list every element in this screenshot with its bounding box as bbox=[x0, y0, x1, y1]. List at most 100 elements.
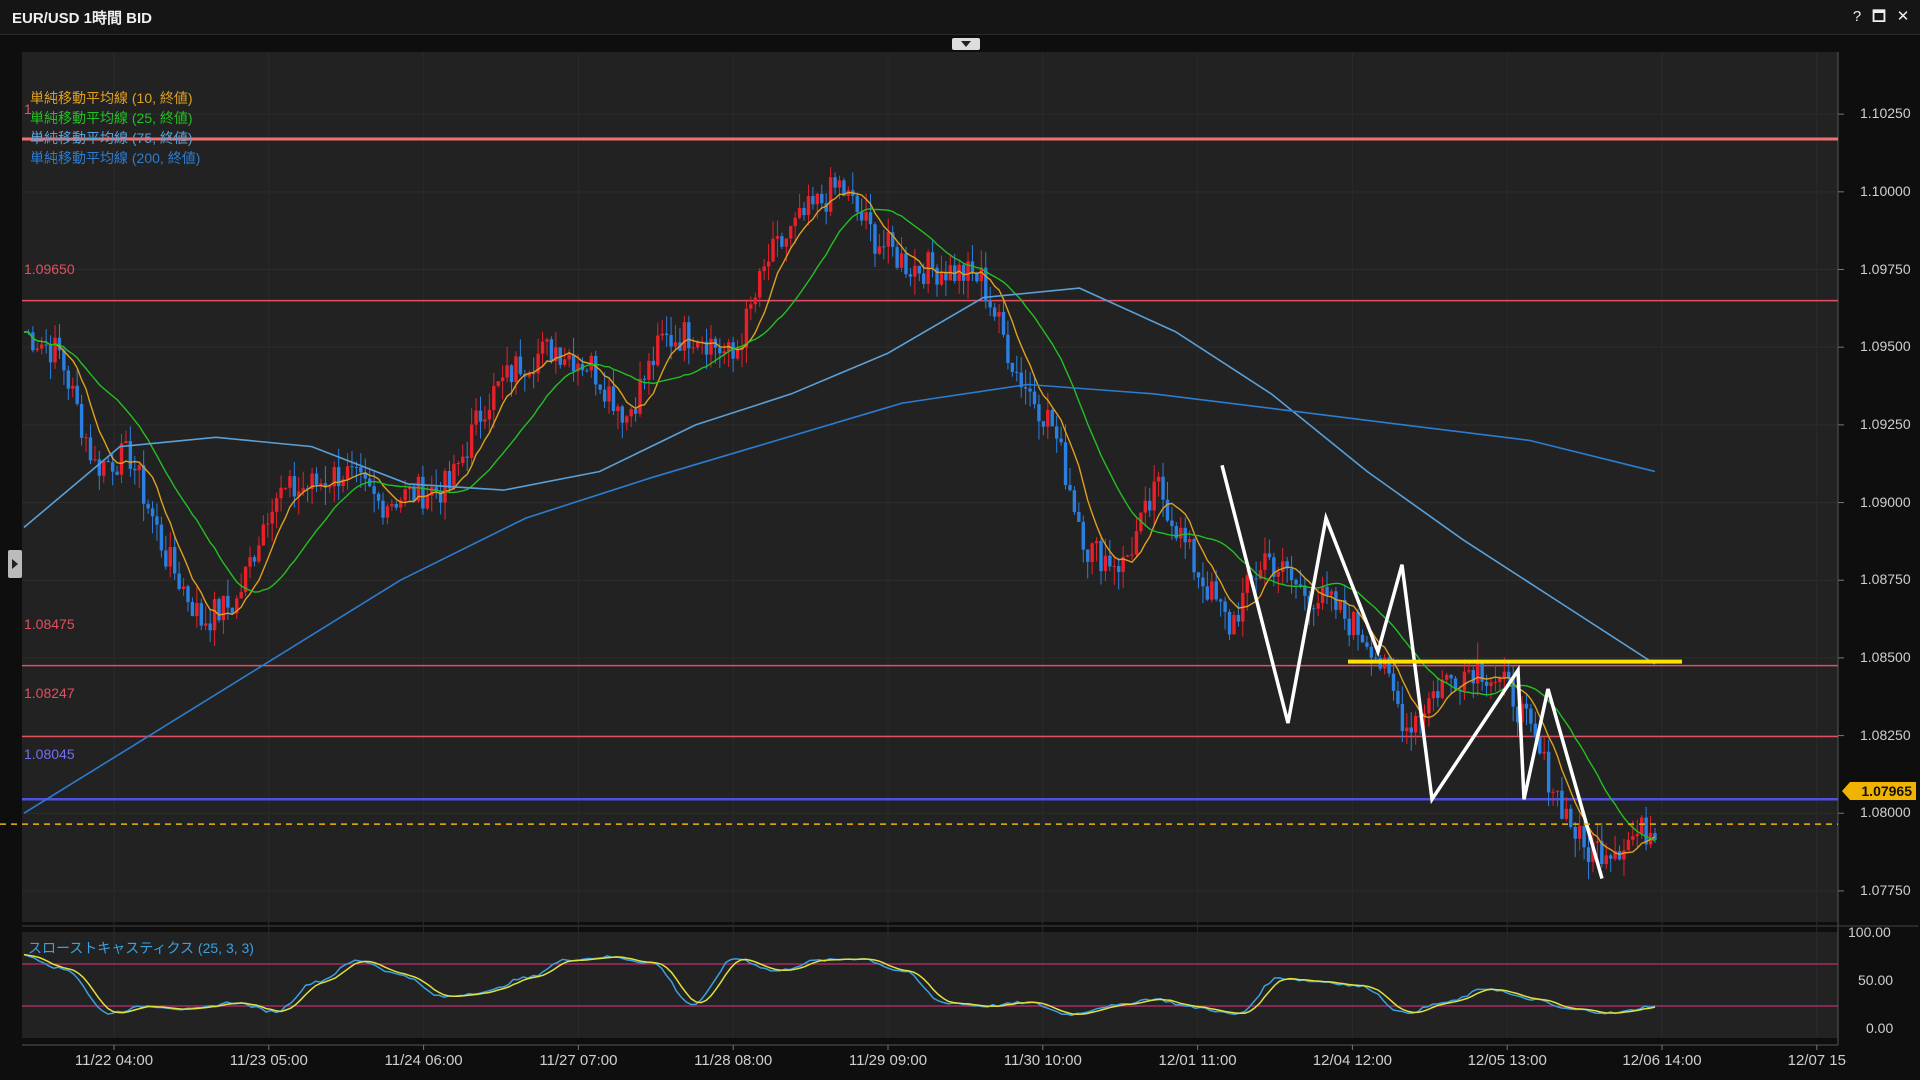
candle bbox=[1165, 499, 1170, 521]
candle bbox=[1542, 751, 1546, 754]
candle bbox=[93, 459, 97, 461]
candle bbox=[917, 265, 921, 274]
candle bbox=[150, 508, 155, 517]
price-tick-label: 1.09000 bbox=[1860, 493, 1911, 510]
side-panel-handle[interactable] bbox=[8, 550, 22, 578]
time-tick-label: 11/27 07:00 bbox=[539, 1052, 618, 1069]
candle bbox=[53, 337, 57, 363]
candle bbox=[1560, 790, 1564, 819]
candle bbox=[1245, 575, 1249, 593]
candle bbox=[434, 487, 438, 492]
candle bbox=[1143, 500, 1148, 513]
candle bbox=[310, 473, 314, 490]
candle bbox=[638, 378, 642, 414]
candle bbox=[1533, 723, 1538, 738]
candle bbox=[456, 463, 461, 465]
candle bbox=[1316, 603, 1320, 609]
candle bbox=[1511, 678, 1515, 707]
candle bbox=[944, 272, 948, 281]
candle bbox=[1223, 601, 1227, 612]
legend-ma25: 単純移動平均線 (25, 終値) bbox=[30, 110, 193, 126]
candle bbox=[642, 378, 647, 380]
time-tick-label: 11/24 06:00 bbox=[384, 1052, 463, 1069]
candle bbox=[1232, 614, 1236, 635]
candle bbox=[1214, 581, 1218, 600]
candle bbox=[1298, 584, 1303, 586]
level-label-1: 1.09650 bbox=[24, 261, 75, 277]
collapse-panel-button[interactable] bbox=[952, 38, 980, 50]
legend-ma200: 単純移動平均線 (200, 終値) bbox=[30, 150, 201, 166]
candle bbox=[137, 465, 141, 471]
candle bbox=[616, 406, 620, 412]
candle bbox=[500, 377, 505, 382]
candle bbox=[1130, 554, 1134, 556]
candle bbox=[766, 261, 771, 267]
candle bbox=[1343, 600, 1347, 619]
candle bbox=[1631, 836, 1635, 840]
candle bbox=[1436, 691, 1440, 698]
candle bbox=[647, 360, 651, 380]
candle bbox=[474, 410, 478, 425]
price-tick-label: 1.10250 bbox=[1860, 105, 1911, 122]
candle bbox=[1347, 618, 1351, 636]
candle bbox=[540, 341, 545, 354]
candle bbox=[651, 360, 656, 366]
candle bbox=[133, 468, 137, 471]
candle bbox=[1484, 681, 1489, 686]
candle bbox=[345, 466, 350, 480]
candle bbox=[607, 386, 611, 402]
candle bbox=[350, 466, 354, 468]
candle bbox=[1010, 362, 1015, 372]
candle bbox=[1538, 737, 1542, 754]
candle bbox=[372, 486, 376, 494]
time-tick-label: 11/22 04:00 bbox=[74, 1052, 154, 1069]
level-label-3: 1.08247 bbox=[24, 685, 75, 701]
candle bbox=[1613, 851, 1617, 859]
candle bbox=[75, 385, 79, 404]
candle bbox=[753, 297, 757, 305]
candle bbox=[709, 338, 713, 355]
candle bbox=[1595, 841, 1600, 843]
candle bbox=[930, 252, 935, 268]
candle bbox=[758, 271, 762, 298]
window-titlebar: EUR/USD 1時間 BID ? 🗖 ✕ bbox=[0, 0, 1920, 35]
candle bbox=[66, 370, 71, 389]
oscillator-title: スローストキャスティクス (25, 3, 3) bbox=[28, 940, 254, 956]
candle bbox=[824, 203, 828, 212]
candle bbox=[1161, 476, 1165, 500]
level-label-top: 1 bbox=[24, 101, 32, 117]
candle bbox=[1555, 790, 1560, 792]
candle bbox=[984, 267, 988, 302]
candle bbox=[266, 523, 270, 525]
candle bbox=[1622, 850, 1626, 860]
candle bbox=[1396, 690, 1400, 704]
candle bbox=[1449, 674, 1453, 679]
candle bbox=[239, 592, 243, 599]
candle bbox=[274, 498, 279, 512]
candle bbox=[793, 217, 797, 227]
ma10-line bbox=[23, 191, 1656, 856]
candle bbox=[1586, 847, 1591, 862]
candle bbox=[1444, 674, 1449, 680]
candle bbox=[1094, 541, 1099, 544]
candle bbox=[1582, 825, 1586, 848]
restore-button[interactable]: 🗖 bbox=[1871, 8, 1887, 25]
candle bbox=[1422, 713, 1427, 717]
help-button[interactable]: ? bbox=[1852, 8, 1862, 25]
candle bbox=[904, 253, 908, 275]
candle bbox=[1254, 578, 1258, 580]
candle bbox=[899, 253, 904, 268]
candle bbox=[922, 273, 926, 284]
time-tick-label: 12/04 12:00 bbox=[1312, 1052, 1393, 1069]
time-tick-label: 11/29 09:00 bbox=[848, 1052, 928, 1069]
close-button[interactable]: ✕ bbox=[1896, 8, 1910, 25]
candle bbox=[1476, 660, 1480, 684]
candle bbox=[496, 381, 500, 386]
time-tick-label: 12/05 13:00 bbox=[1467, 1052, 1547, 1069]
candle bbox=[1369, 646, 1374, 658]
candle bbox=[235, 598, 239, 614]
candle bbox=[1196, 572, 1201, 578]
candle bbox=[1170, 520, 1174, 527]
candle bbox=[1179, 527, 1183, 539]
